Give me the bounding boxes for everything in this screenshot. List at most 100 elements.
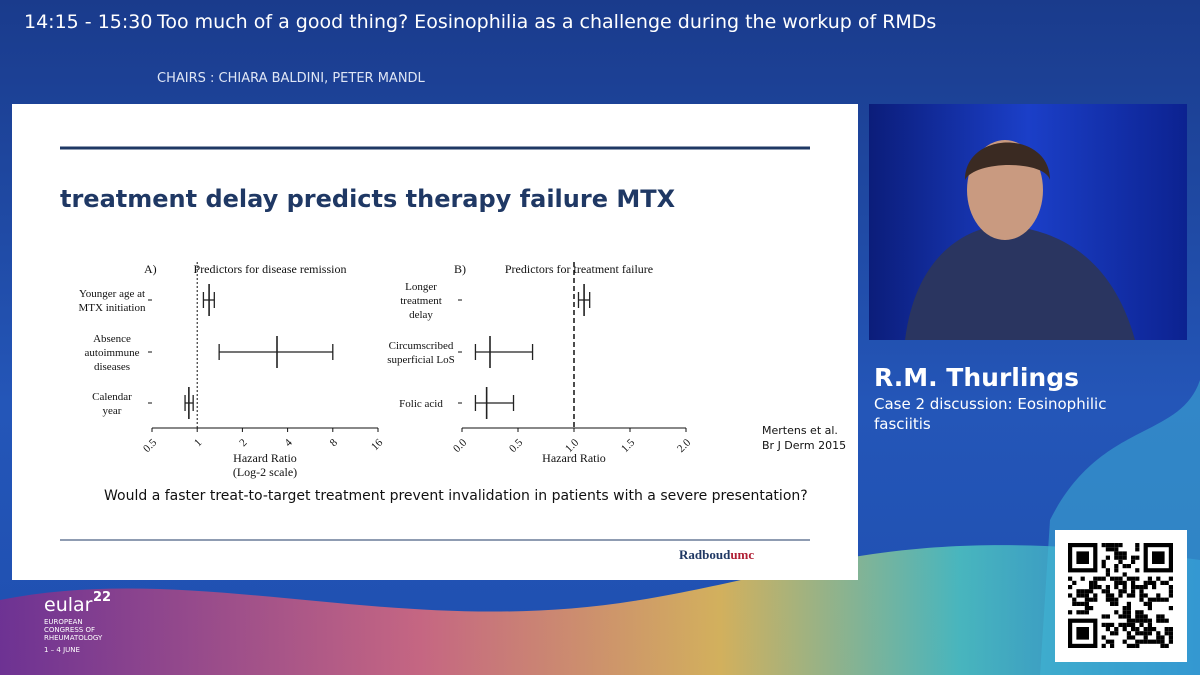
qr-module bbox=[1139, 614, 1144, 619]
qr-module bbox=[1110, 543, 1115, 548]
panel-title: Predictors for treatment failure bbox=[505, 262, 653, 276]
category-label: Circumscribed bbox=[389, 340, 454, 352]
qr-module bbox=[1114, 576, 1119, 581]
qr-module bbox=[1147, 622, 1152, 627]
qr-module bbox=[1114, 564, 1119, 569]
qr-module bbox=[1118, 559, 1123, 564]
qr-module bbox=[1135, 618, 1140, 623]
qr-module bbox=[1160, 643, 1165, 648]
qr-module bbox=[1156, 618, 1161, 623]
qr-module bbox=[1135, 568, 1140, 573]
qr-module bbox=[1122, 622, 1127, 627]
qr-module bbox=[1156, 576, 1161, 581]
background-wave bbox=[0, 545, 1200, 675]
qr-module bbox=[1118, 614, 1123, 619]
brand-line: RHEUMATOLOGY bbox=[44, 634, 103, 642]
qr-module bbox=[1147, 580, 1152, 585]
qr-module bbox=[1126, 622, 1131, 627]
qr-module bbox=[1156, 639, 1161, 644]
session-title: Too much of a good thing? Eosinophilia a… bbox=[156, 11, 936, 33]
qr-module bbox=[1097, 585, 1102, 590]
qr-module bbox=[1131, 559, 1136, 564]
qr-module bbox=[1122, 610, 1127, 615]
qr-module bbox=[1126, 601, 1131, 606]
qr-module bbox=[1147, 639, 1152, 644]
qr-module bbox=[1076, 589, 1081, 594]
qr-module bbox=[1164, 627, 1169, 632]
brand-name: eular bbox=[44, 594, 93, 616]
qr-module bbox=[1135, 614, 1140, 619]
category-label: Calendar bbox=[92, 391, 132, 403]
qr-module bbox=[1105, 555, 1110, 560]
qr-module bbox=[1118, 593, 1123, 598]
category-label: treatment bbox=[400, 295, 442, 307]
qr-module bbox=[1131, 589, 1136, 594]
session-time: 14:15 - 15:30 bbox=[24, 11, 152, 33]
category-label: diseases bbox=[94, 361, 130, 373]
qr-module bbox=[1143, 631, 1148, 636]
qr-module bbox=[1110, 593, 1115, 598]
qr-module bbox=[1156, 614, 1161, 619]
qr-module bbox=[1093, 576, 1098, 581]
qr-module bbox=[1135, 576, 1140, 581]
slide-logo: Radboudumc bbox=[679, 547, 754, 562]
qr-module bbox=[1101, 614, 1106, 619]
qr-module bbox=[1118, 576, 1123, 581]
qr-module bbox=[1126, 614, 1131, 619]
qr-module bbox=[1139, 593, 1144, 598]
slide-title: treatment delay predicts therapy failure… bbox=[60, 185, 676, 213]
qr-module bbox=[1143, 601, 1148, 606]
qr-module bbox=[1089, 585, 1094, 590]
qr-module bbox=[1135, 547, 1140, 552]
speaker-name: R.M. Thurlings bbox=[874, 363, 1079, 392]
qr-module bbox=[1114, 551, 1119, 556]
qr-module bbox=[1156, 631, 1161, 636]
qr-module bbox=[1131, 635, 1136, 640]
qr-module bbox=[1156, 597, 1161, 602]
logo-part: Radboud bbox=[679, 547, 731, 562]
qr-module bbox=[1164, 597, 1169, 602]
qr-module bbox=[1139, 585, 1144, 590]
qr-module bbox=[1126, 610, 1131, 615]
qr-module bbox=[1164, 643, 1169, 648]
qr-module bbox=[1089, 597, 1094, 602]
qr-module bbox=[1118, 551, 1123, 556]
qr-finder bbox=[1152, 551, 1165, 564]
qr-module bbox=[1122, 564, 1127, 569]
qr-module bbox=[1122, 551, 1127, 556]
qr-module bbox=[1105, 543, 1110, 548]
qr-module bbox=[1131, 555, 1136, 560]
qr-module bbox=[1168, 576, 1173, 581]
qr-module bbox=[1168, 585, 1173, 590]
citation: Mertens et al. bbox=[762, 424, 838, 437]
qr-module bbox=[1160, 614, 1165, 619]
qr-module bbox=[1156, 635, 1161, 640]
qr-module bbox=[1080, 593, 1085, 598]
category-label: autoimmune bbox=[85, 347, 140, 359]
qr-module bbox=[1131, 618, 1136, 623]
qr-module bbox=[1110, 597, 1115, 602]
qr-module bbox=[1160, 597, 1165, 602]
qr-module bbox=[1131, 593, 1136, 598]
qr-module bbox=[1101, 564, 1106, 569]
category-label: delay bbox=[409, 309, 433, 321]
brand-line: CONGRESS OF bbox=[44, 626, 95, 634]
qr-module bbox=[1114, 580, 1119, 585]
qr-module bbox=[1101, 589, 1106, 594]
qr-module bbox=[1135, 585, 1140, 590]
qr-module bbox=[1105, 589, 1110, 594]
qr-module bbox=[1089, 589, 1094, 594]
qr-module bbox=[1139, 631, 1144, 636]
qr-module bbox=[1114, 547, 1119, 552]
qr-module bbox=[1135, 639, 1140, 644]
qr-module bbox=[1084, 589, 1089, 594]
qr-module bbox=[1135, 543, 1140, 548]
qr-module bbox=[1118, 580, 1123, 585]
qr-module bbox=[1126, 635, 1131, 640]
qr-module bbox=[1164, 580, 1169, 585]
qr-module bbox=[1068, 593, 1073, 598]
qr-module bbox=[1131, 585, 1136, 590]
qr-module bbox=[1105, 597, 1110, 602]
qr-module bbox=[1122, 580, 1127, 585]
qr-module bbox=[1118, 555, 1123, 560]
